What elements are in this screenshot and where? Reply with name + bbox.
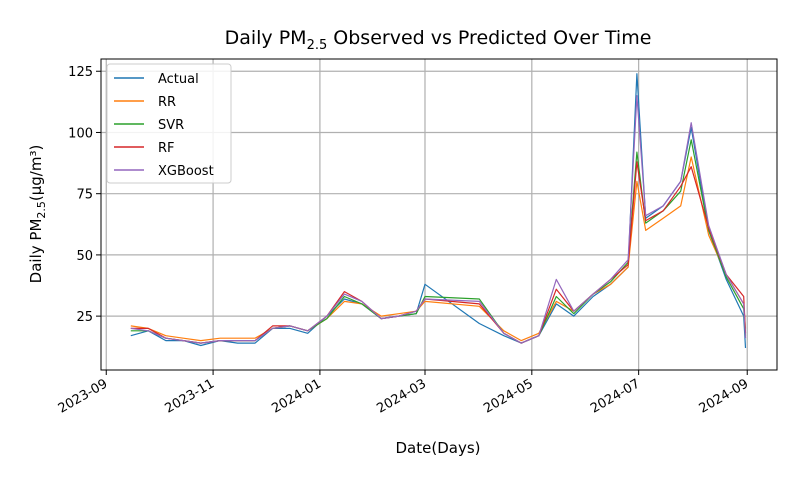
- y-axis-label-main: Daily PM: [27, 219, 45, 284]
- legend: Actual RR SVR RF XGBoost: [106, 63, 232, 184]
- y-axis-ticks: 25 50 75 100 125: [68, 65, 101, 325]
- legend-label-xgboost: XGBoost: [158, 164, 214, 179]
- x-axis-label: Date(Days): [396, 439, 481, 457]
- legend-label-svr: SVR: [158, 118, 184, 133]
- y-tick-label: 25: [76, 310, 93, 325]
- chart-title-subscript: 2.5: [307, 38, 328, 53]
- series-line-rr: [130, 156, 747, 342]
- legend-label-rr: RR: [158, 95, 176, 110]
- series-line-xgboost: [130, 95, 747, 344]
- plot-area-frame: [100, 58, 778, 371]
- chart-title-rest: Observed vs Predicted Over Time: [327, 27, 651, 49]
- y-axis-label-subscript: 2.5: [35, 201, 48, 219]
- y-tick-label: 125: [68, 65, 93, 80]
- legend-box: [106, 63, 232, 184]
- series-lines: [130, 73, 747, 349]
- y-tick-label: 50: [76, 249, 93, 264]
- y-axis-label: Daily PM2.5(μg/m³): [27, 145, 48, 284]
- legend-label-actual: Actual: [158, 72, 199, 87]
- chart-title-main: Daily PM: [225, 27, 307, 49]
- y-tick-label: 75: [76, 188, 93, 203]
- y-axis-label-rest: (μg/m³): [27, 145, 45, 201]
- y-tick-label: 100: [68, 126, 93, 141]
- legend-label-rf: RF: [158, 141, 175, 156]
- chart-title: Daily PM2.5 Observed vs Predicted Over T…: [225, 27, 652, 53]
